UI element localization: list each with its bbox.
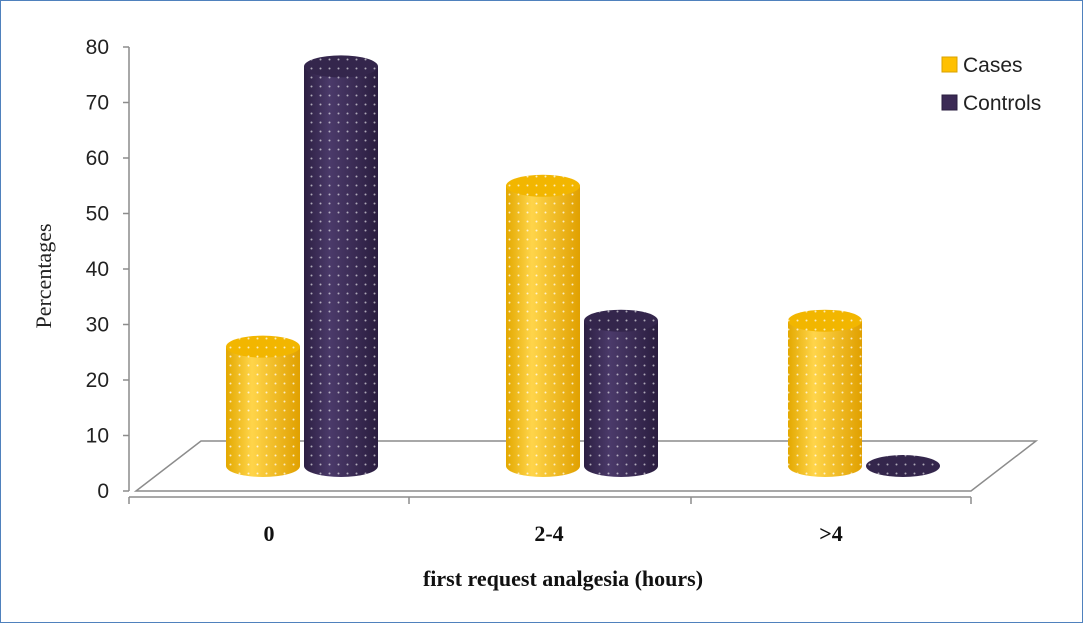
y-tick-label: 50 [86, 203, 109, 226]
y-tick-label: 70 [86, 92, 109, 115]
x-tick-label: 2-4 [534, 521, 563, 546]
legend-label-cases: Cases [963, 54, 1023, 77]
legend-swatch-controls [941, 94, 958, 111]
x-tick-label: 0 [264, 521, 275, 546]
y-tick-label: 10 [86, 425, 109, 448]
x-axis-title: first request analgesia (hours) [423, 566, 703, 591]
y-axis-title: Percentages [31, 223, 56, 328]
legend: Cases Controls [941, 54, 1041, 115]
bar-cases-2 [788, 309, 862, 477]
bar-controls-0 [304, 55, 378, 478]
x-tick-label: >4 [819, 521, 843, 546]
legend-item-cases: Cases [941, 54, 1023, 77]
y-axis-ticks: 0 10 20 30 40 50 60 70 80 [86, 36, 129, 503]
bars-group [226, 55, 940, 478]
legend-item-controls: Controls [941, 92, 1041, 115]
y-tick-label: 40 [86, 258, 109, 281]
x-axis-ticks: 0 2-4 >4 [128, 497, 972, 546]
bar-cases-0 [226, 335, 300, 477]
bar-controls-1 [584, 309, 658, 477]
y-tick-label: 80 [86, 36, 109, 59]
y-tick-label: 0 [97, 480, 109, 503]
y-tick-label: 20 [86, 369, 109, 392]
bar-cases-1 [506, 174, 580, 477]
legend-label-controls: Controls [963, 92, 1041, 115]
y-tick-label: 30 [86, 314, 109, 337]
y-tick-label: 60 [86, 147, 109, 170]
bar-controls-2 [866, 455, 940, 477]
legend-swatch-cases [941, 56, 958, 73]
